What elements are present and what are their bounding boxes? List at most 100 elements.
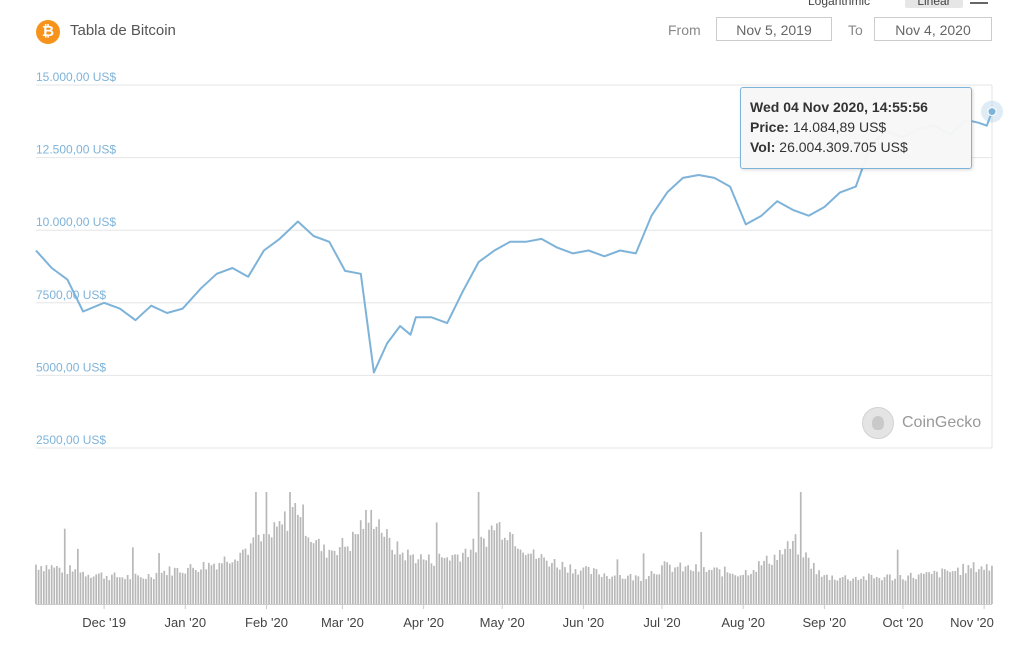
price-line[interactable] [35,111,993,374]
volume-bar [967,565,970,604]
volume-bar [849,580,852,604]
gecko-icon [862,407,894,439]
from-date-input[interactable]: Nov 5, 2019 [716,17,832,41]
volume-bar [951,571,954,604]
volume-bar [739,575,742,604]
volume-bar [689,570,692,604]
volume-bar [750,573,752,604]
volume-bar [755,571,758,604]
volume-bar [553,559,556,604]
volume-bar [574,569,577,604]
volume-bar [891,580,894,604]
volume-bar [393,554,396,604]
volume-bar [616,559,619,604]
volume-bar [954,571,957,604]
volume-bar [611,576,614,604]
volume-bar [391,549,394,604]
linear-toggle[interactable]: Linear [905,0,963,8]
volume-bar [192,567,194,604]
volume-bar [200,569,202,604]
volume-bar [307,537,310,604]
x-tick-label: Apr '20 [403,615,444,630]
volume-bar [299,517,302,604]
volume-bar [168,566,171,604]
x-tick-label: Feb '20 [245,615,288,630]
volume-bar [860,578,862,604]
volume-bar [171,575,173,604]
to-date-input[interactable]: Nov 4, 2020 [874,17,992,41]
volume-bar [464,548,467,604]
volume-bar [566,572,569,604]
volume-bar [100,572,103,604]
volume-bar [221,563,223,604]
volume-bar [134,573,137,604]
volume-bar [281,524,284,604]
volume-bar [202,561,205,604]
volume-bar [58,567,61,604]
volume-bar [354,534,357,604]
volume-bar [278,521,281,604]
volume-bar [930,573,933,604]
volume-bar [84,576,87,604]
volume-bar [870,574,873,604]
volume-bar [603,573,606,604]
volume-bar [242,549,244,604]
volume-bar [139,577,142,604]
volume-bar [812,563,815,604]
volume-bar [420,554,422,604]
volume-bar [964,573,967,604]
volume-bar [907,575,909,604]
tooltip-vol-row: Vol: 26.004.309.705 US$ [750,137,962,157]
volume-bar [74,569,77,604]
volume-bar [904,580,907,604]
volume-bar [509,532,511,604]
volume-bar [640,580,642,604]
volume-bar [776,560,779,604]
volume-bar [587,566,590,604]
volume-bar [252,537,255,604]
volume-bar [862,576,865,604]
volume-bar [448,560,451,604]
volume-bar [349,551,352,604]
volume-bar [923,573,925,604]
volume-bar [561,561,564,604]
price-tooltip: Wed 04 Nov 2020, 14:55:56 Price: 14.084,… [740,87,972,169]
x-tick-label: Jul '20 [643,615,680,630]
volume-bar [564,567,566,604]
volume-bar [283,511,286,604]
volume-bar [181,572,184,604]
volume-bar [894,578,896,604]
volume-bar [713,567,716,604]
volume-bar [933,570,936,604]
volume-bar [218,563,221,604]
volume-bar [462,552,464,604]
volume-bar [946,570,949,604]
y-tick-label: 7500,00 US$ [36,288,106,302]
volume-bar [666,562,669,604]
volume-bar [328,549,331,604]
volume-bar [577,574,579,604]
volume-bar [899,575,902,604]
volume-bar [679,562,682,604]
volume-bar [302,504,304,604]
volume-bar [985,564,988,604]
volume-bar [268,534,270,604]
volume-bar [700,532,703,604]
volume-bar [297,514,299,604]
volume-bar [763,560,765,604]
volume-bar [826,574,828,604]
x-tick-label: Mar '20 [321,615,364,630]
volume-bar [331,550,333,604]
volume-bar [844,575,847,604]
volume-bar [372,529,375,604]
logarithmic-toggle[interactable]: Logarithmic [808,0,871,8]
volume-bar [778,550,781,604]
menu-icon[interactable] [970,0,988,4]
volume-bar [645,579,648,604]
volume-bar [784,548,786,604]
volume-bar [61,572,63,604]
volume-bar [87,574,90,604]
volume-bar [569,564,572,604]
tooltip-date: Wed 04 Nov 2020, 14:55:56 [750,99,928,115]
